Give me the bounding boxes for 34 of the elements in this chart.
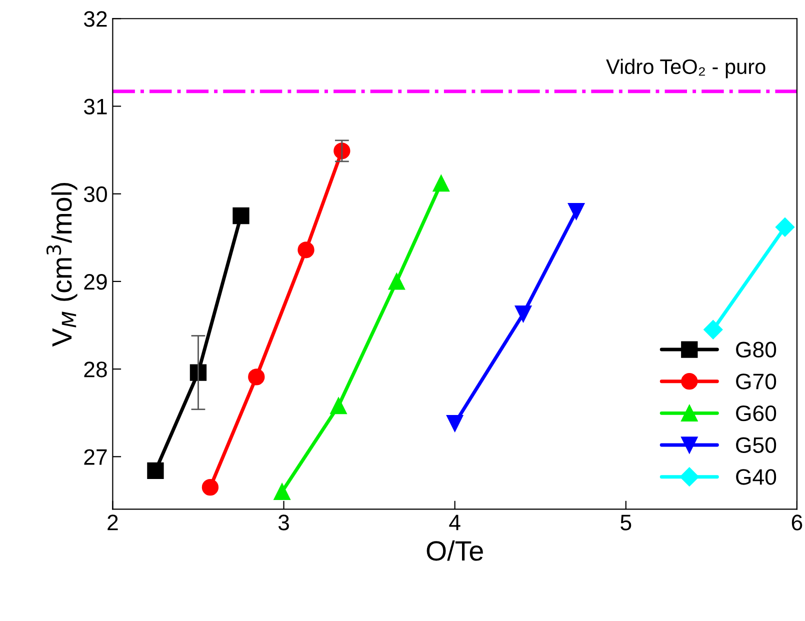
point — [514, 306, 532, 322]
point — [202, 478, 219, 496]
x-tick-label: 3 — [278, 514, 289, 530]
legend-label: G60 — [736, 405, 776, 422]
x-axis-title: O/Te — [426, 540, 483, 561]
point — [388, 273, 405, 290]
x-tick-label: 2 — [108, 514, 118, 530]
legend-label: G40 — [736, 469, 776, 485]
point — [432, 174, 450, 192]
y-tick-label: 27 — [84, 449, 107, 465]
x-tick-label: 4 — [449, 514, 460, 530]
point — [568, 203, 585, 220]
legend-label: G80 — [736, 342, 776, 358]
y-tick-label: 31 — [84, 98, 107, 115]
y-tick-label: 28 — [84, 362, 107, 378]
x-tick-label: 5 — [620, 514, 632, 530]
point — [274, 483, 290, 500]
point — [775, 218, 795, 237]
point — [704, 320, 723, 340]
y-tick-label: 30 — [84, 186, 107, 202]
point — [232, 207, 250, 224]
ref-line-label: Vidro TeO₂ - puro — [606, 58, 766, 78]
point — [298, 242, 314, 258]
point — [147, 462, 164, 480]
point — [330, 398, 347, 414]
point — [190, 364, 207, 381]
y-tick-label: 29 — [84, 274, 107, 290]
legend-label: G70 — [736, 374, 776, 390]
x-tick-label: 6 — [792, 514, 802, 530]
point — [446, 415, 464, 432]
point — [248, 368, 265, 386]
y-axis-title: V$_{M}$ (cm$^{3}$/mol) — [46, 182, 78, 347]
legend-label: G50 — [736, 437, 776, 453]
y-tick-label: 32 — [84, 11, 107, 27]
